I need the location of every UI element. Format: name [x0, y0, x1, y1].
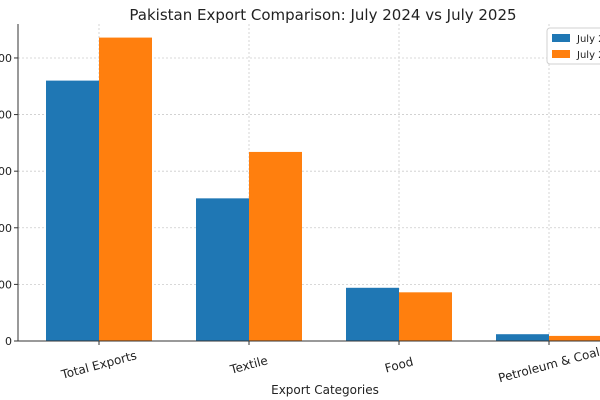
legend-label: July 2025 [576, 50, 600, 61]
legend-swatch [552, 50, 570, 58]
x-tick-label: Total Exports [59, 348, 138, 382]
x-tick-label: Textile [228, 353, 270, 377]
legend-label: July 2024 [576, 34, 600, 45]
bar-july-2024 [46, 80, 99, 341]
bar-july-2024 [196, 198, 249, 341]
bar-july-2024 [496, 334, 549, 341]
bar-july-2025 [249, 151, 302, 341]
y-tick-label: 2000 [0, 109, 12, 122]
x-tick-label: Food [383, 355, 414, 376]
bar-july-2025 [549, 335, 600, 341]
y-tick-label: 1500 [0, 165, 12, 178]
legend: July 2024 July 2025 [546, 27, 600, 65]
chart-title: Pakistan Export Comparison: July 2024 vs… [129, 6, 516, 24]
x-axis-label: Export Categories [271, 383, 379, 397]
y-tick-label: 500 [0, 278, 12, 291]
y-tick-label: 0 [5, 335, 12, 348]
x-tick-label: Petroleum & Coal [497, 345, 600, 386]
legend-swatch [552, 34, 570, 42]
bars [46, 37, 600, 341]
x-axis-ticks: Total Exports Textile Food Petroleum & Coal [59, 341, 600, 385]
bar-july-2024 [346, 287, 399, 341]
y-tick-label: 1000 [0, 222, 12, 235]
bar-july-2025 [99, 37, 152, 341]
bar-july-2025 [399, 292, 452, 341]
